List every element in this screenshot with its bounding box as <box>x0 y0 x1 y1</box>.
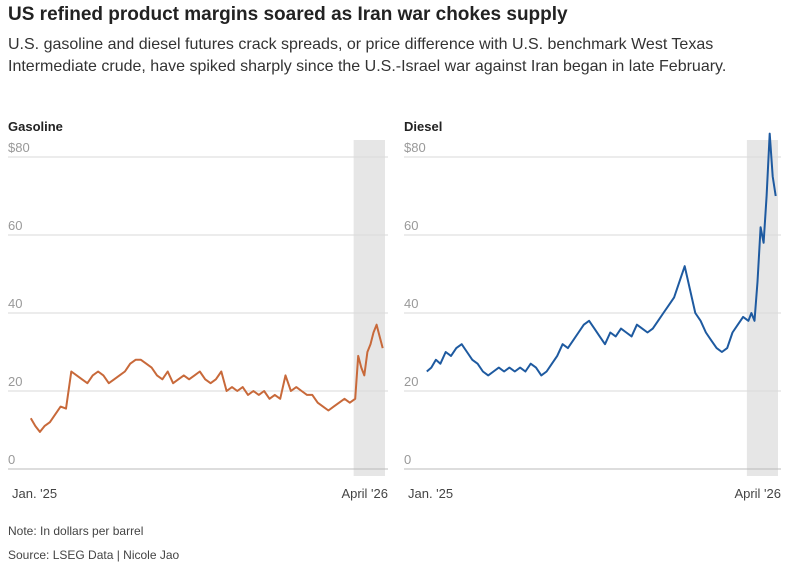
gasoline-shaded-region <box>353 140 385 476</box>
footnote-note: Note: In dollars per barrel <box>8 524 144 538</box>
diesel-shaded-region <box>746 140 778 476</box>
chart-title: US refined product margins soared as Ira… <box>8 4 568 25</box>
gasoline-y-tick-label: 20 <box>8 374 22 389</box>
diesel-x-tick-label-start: Jan. '25 <box>408 486 453 501</box>
gasoline-series-line <box>29 323 384 433</box>
diesel-x-tick-label-end: April '26 <box>734 486 781 501</box>
chart-subtitle: U.S. gasoline and diesel futures crack s… <box>8 36 727 75</box>
diesel-y-tick-label: 60 <box>404 218 418 233</box>
diesel-y-tick-label: 20 <box>404 374 418 389</box>
diesel-y-tick-label: 40 <box>404 296 418 311</box>
gasoline-x-tick-label-start: Jan. '25 <box>12 486 57 501</box>
gasoline-chart: 0 20 40 60 $80 Jan. '25 April '26 <box>8 140 388 501</box>
gasoline-x-tick-label-end: April '26 <box>341 486 388 501</box>
gasoline-y-tick-label: 0 <box>8 452 15 467</box>
diesel-y-tick-label: 0 <box>404 452 411 467</box>
gasoline-y-tick-label: 40 <box>8 296 22 311</box>
diesel-panel-title: Diesel <box>404 119 443 134</box>
gasoline-panel-title: Gasoline <box>8 119 63 134</box>
gasoline-y-tick-label: $80 <box>8 140 30 155</box>
diesel-series-line <box>426 132 777 377</box>
diesel-chart: 0 20 40 60 $80 Jan. '25 April '26 <box>404 132 781 501</box>
footnote-source: Source: LSEG Data | Nicole Jao <box>8 548 180 562</box>
diesel-y-tick-label: $80 <box>404 140 426 155</box>
gasoline-y-tick-label: 60 <box>8 218 22 233</box>
